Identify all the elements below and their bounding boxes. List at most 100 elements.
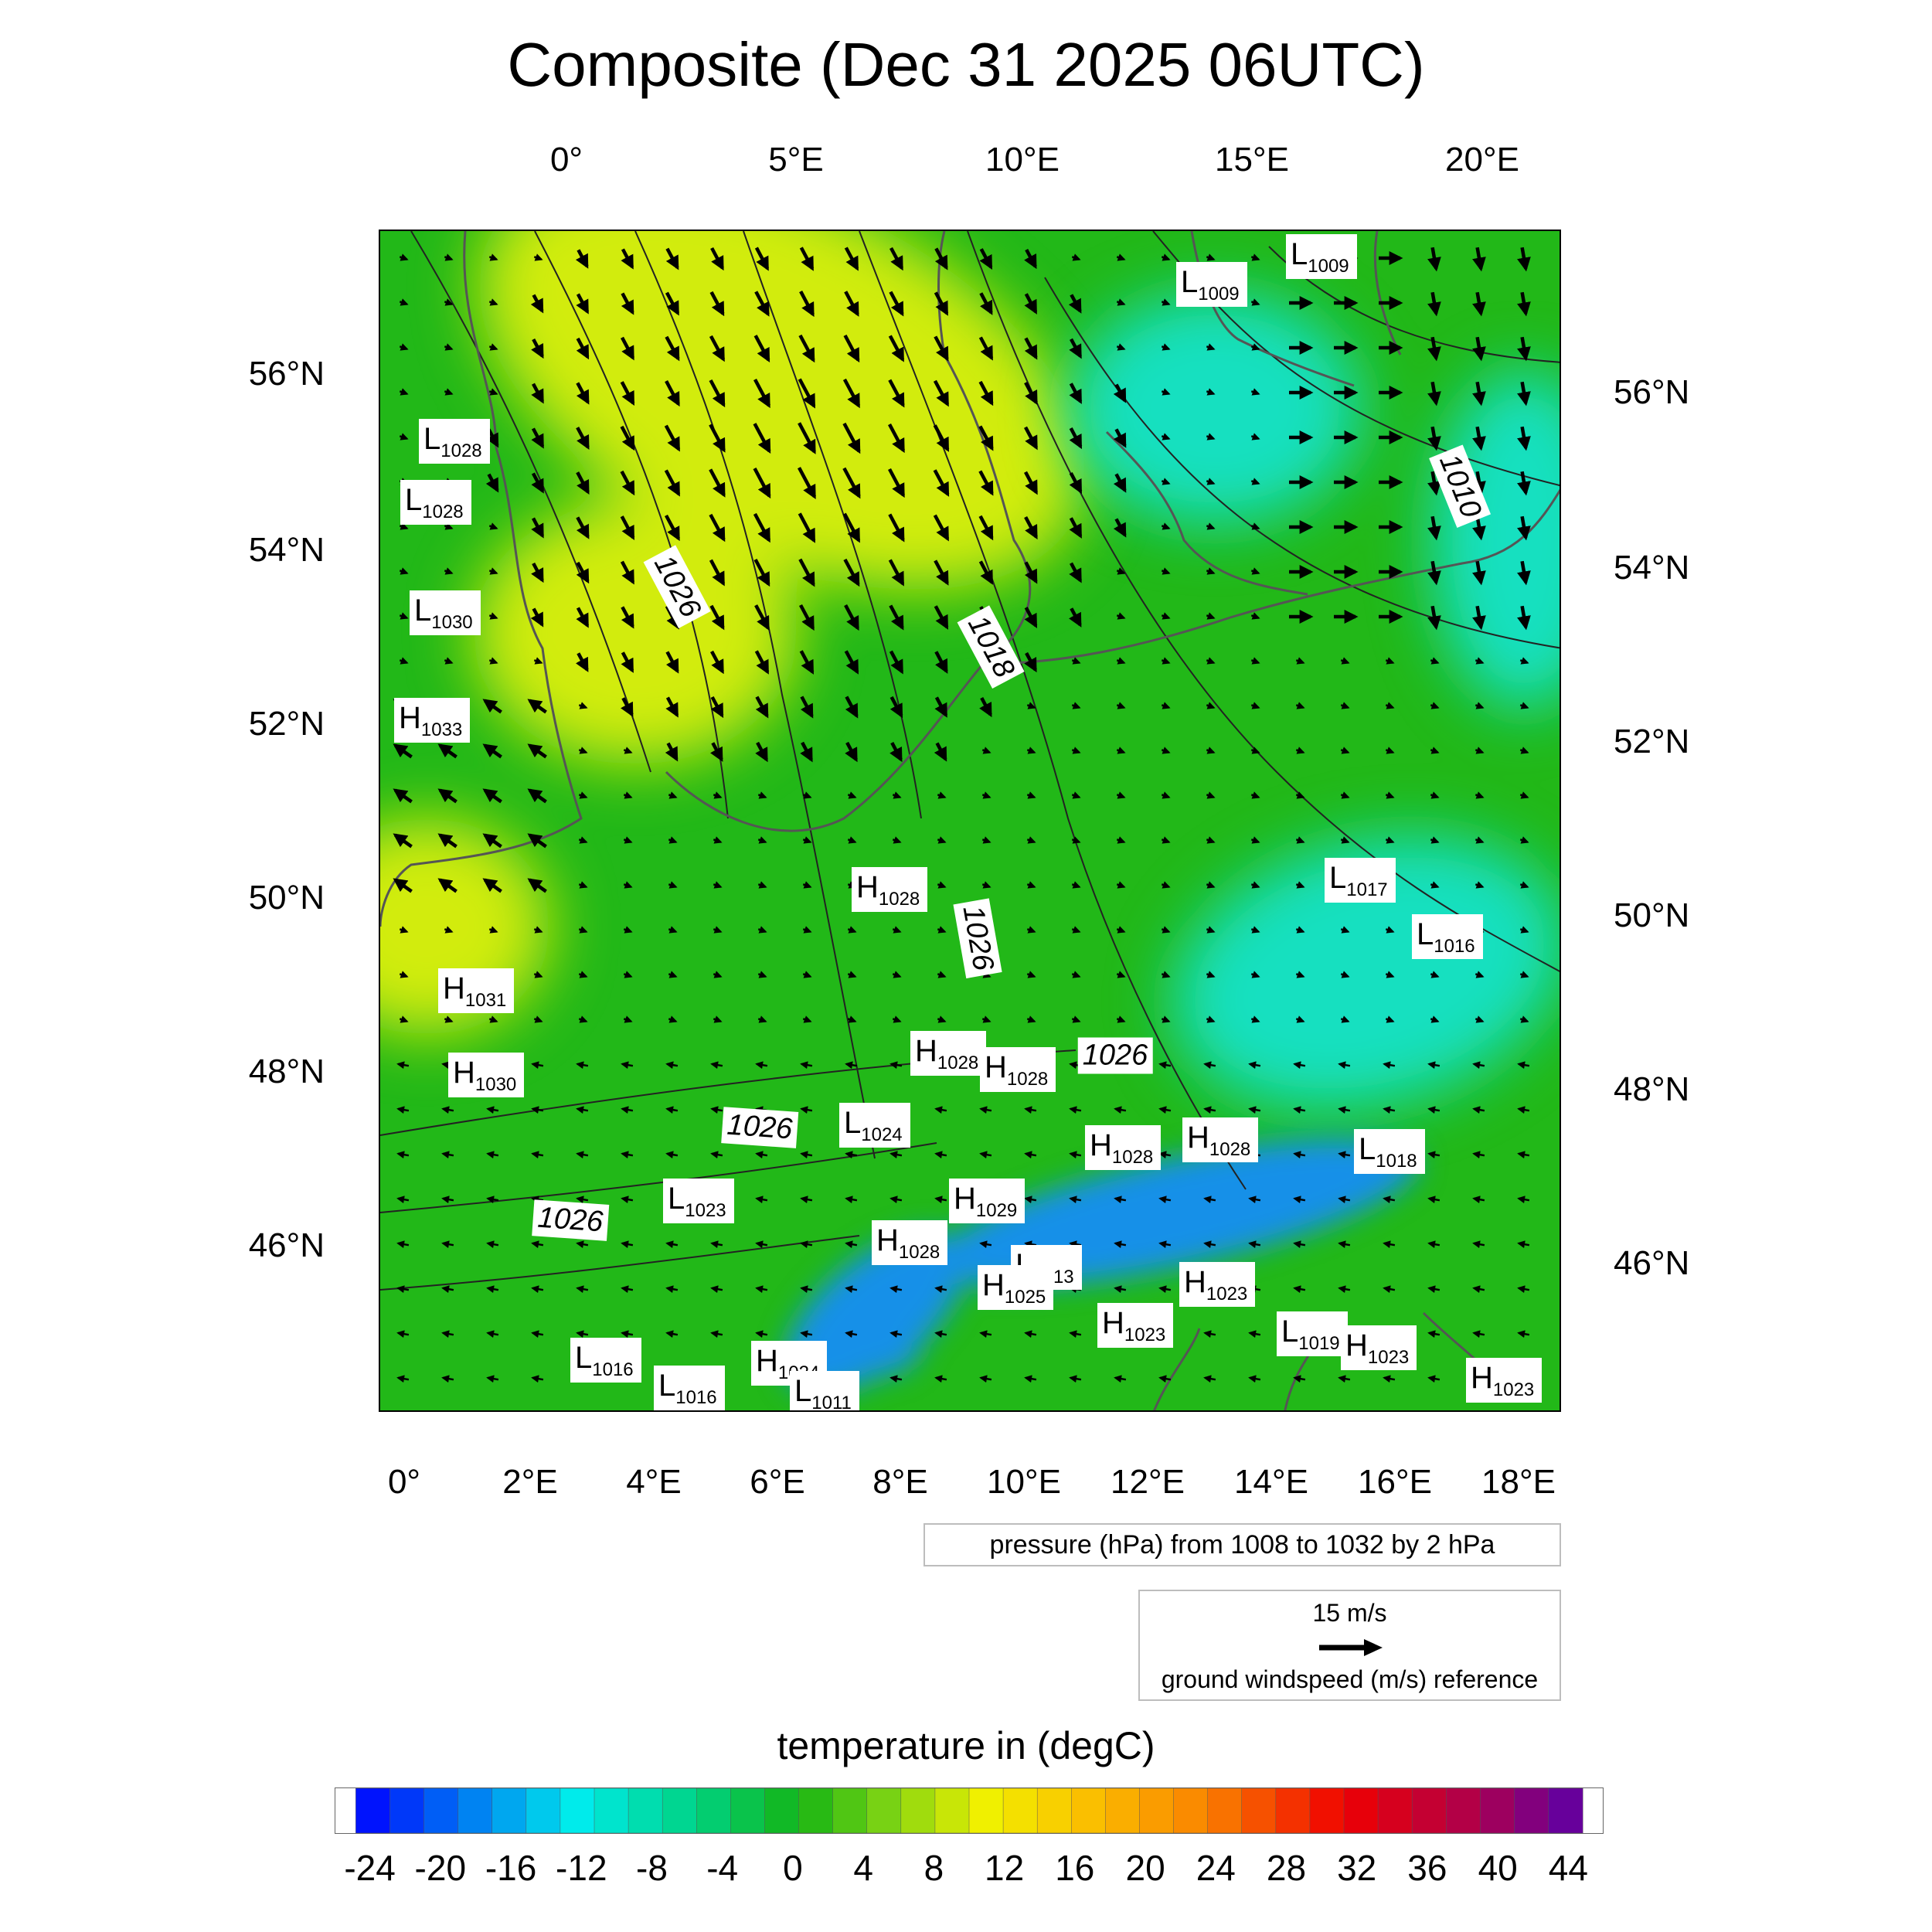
wind-vector — [1340, 657, 1350, 665]
wind-vector — [934, 1151, 947, 1159]
wind-vector — [1248, 1375, 1261, 1383]
wind-vector — [800, 1151, 813, 1159]
colorbar-bin — [492, 1788, 527, 1833]
wind-vector — [754, 650, 770, 675]
wind-vector — [1071, 657, 1081, 665]
wind-vector — [757, 791, 767, 799]
wind-vector — [576, 561, 590, 584]
wind-vector — [1430, 747, 1440, 754]
colorbar-bin — [423, 1788, 459, 1833]
wind-vector — [1203, 1061, 1216, 1070]
wind-vector — [531, 517, 544, 539]
wind-vector — [437, 833, 457, 849]
wind-vector — [1472, 426, 1486, 451]
colorbar-bin — [355, 1788, 391, 1833]
colorbar-tick-label: -8 — [636, 1848, 668, 1888]
wind-vector — [845, 1151, 858, 1159]
wind-vector — [1250, 298, 1260, 306]
pressure-center-label: L1019 — [1277, 1311, 1348, 1356]
wind-vector — [934, 651, 948, 674]
wind-vector — [621, 292, 634, 315]
wind-vector — [1161, 253, 1171, 261]
wind-vector — [1427, 1196, 1440, 1204]
left-lat-tick: 46°N — [248, 1226, 325, 1264]
wind-vector — [1517, 1196, 1530, 1204]
wind-vector — [934, 1196, 947, 1204]
wind-reference-box: 15 m/s ground windspeed (m/s) reference — [1138, 1590, 1561, 1701]
pressure-center-label: L1016 — [570, 1338, 641, 1383]
wind-vector — [799, 291, 815, 318]
colorbar-bin — [1548, 1788, 1583, 1833]
wind-vector — [399, 926, 409, 934]
colorbar-bin — [1139, 1788, 1175, 1833]
top-lon-tick: 0° — [549, 141, 583, 179]
wind-vector — [444, 926, 454, 934]
wind-vector — [1472, 1061, 1485, 1070]
wind-vector — [845, 1196, 858, 1204]
wind-vector — [488, 612, 498, 620]
wind-vector — [1116, 253, 1126, 261]
wind-vector — [1206, 253, 1216, 261]
wind-vector — [709, 513, 726, 543]
wind-vector — [755, 1240, 768, 1249]
wind-vector — [757, 926, 767, 934]
wind-vector — [399, 433, 409, 440]
wind-vector — [1475, 747, 1485, 754]
pressure-center-label: L1011 — [790, 1371, 859, 1410]
wind-vector — [665, 1061, 679, 1070]
wind-vector — [1340, 791, 1350, 799]
wind-vector — [888, 423, 905, 454]
colorbar-bin — [1446, 1788, 1481, 1833]
wind-vector — [1026, 971, 1036, 978]
wind-vector — [847, 791, 857, 799]
wind-vector — [1519, 971, 1529, 978]
wind-vector — [1024, 293, 1038, 315]
wind-vector — [1024, 607, 1038, 628]
wind-vector — [1161, 433, 1171, 440]
wind-vector — [664, 424, 681, 452]
wind-vector — [531, 383, 544, 404]
wind-vector — [399, 1015, 409, 1023]
wind-vector — [1071, 926, 1081, 934]
left-lat-tick: 48°N — [248, 1053, 325, 1090]
pressure-center-label: L1017 — [1325, 858, 1396, 903]
wind-vector — [1385, 1015, 1395, 1023]
wind-vector — [1113, 383, 1127, 403]
wind-vector — [1248, 1106, 1261, 1114]
wind-vector — [441, 1330, 454, 1338]
wind-vector — [486, 1240, 499, 1249]
wind-vector — [1069, 1240, 1082, 1249]
pressure-center-label: L1030 — [410, 590, 481, 635]
wind-vector — [937, 926, 947, 934]
pressure-center-label: H1023 — [1179, 1262, 1256, 1307]
wind-vector — [979, 1330, 992, 1338]
colorbar-bin — [1377, 1788, 1413, 1833]
colorbar-tick-label: 32 — [1337, 1848, 1377, 1888]
wind-vector — [1517, 291, 1531, 317]
wind-vector — [444, 343, 454, 351]
wind-vector — [800, 1285, 813, 1294]
wind-vector — [1116, 791, 1126, 799]
wind-vector — [620, 425, 635, 451]
wind-vector — [578, 881, 588, 889]
wind-vector — [1071, 881, 1081, 889]
wind-vector — [1519, 702, 1529, 709]
wind-vector — [620, 560, 635, 585]
wind-vector — [531, 1106, 544, 1114]
right-lat-tick: 56°N — [1614, 373, 1690, 411]
wind-vector — [576, 337, 590, 360]
colorbar-bin — [1036, 1788, 1073, 1833]
wind-vector — [1069, 562, 1082, 583]
wind-vector — [668, 881, 678, 889]
wind-vector — [1519, 881, 1529, 889]
wind-vector — [798, 512, 816, 543]
wind-vector — [1114, 1285, 1127, 1294]
wind-vector — [1071, 1015, 1081, 1023]
wind-vector — [710, 1061, 723, 1070]
wind-vector — [1071, 836, 1081, 844]
wind-vector — [444, 253, 454, 261]
wind-vector — [1427, 381, 1441, 406]
pressure-contour-note: pressure (hPa) from 1008 to 1032 by 2 hP… — [923, 1523, 1561, 1566]
wind-vector — [845, 1061, 858, 1070]
colorbar-bin — [730, 1788, 766, 1833]
